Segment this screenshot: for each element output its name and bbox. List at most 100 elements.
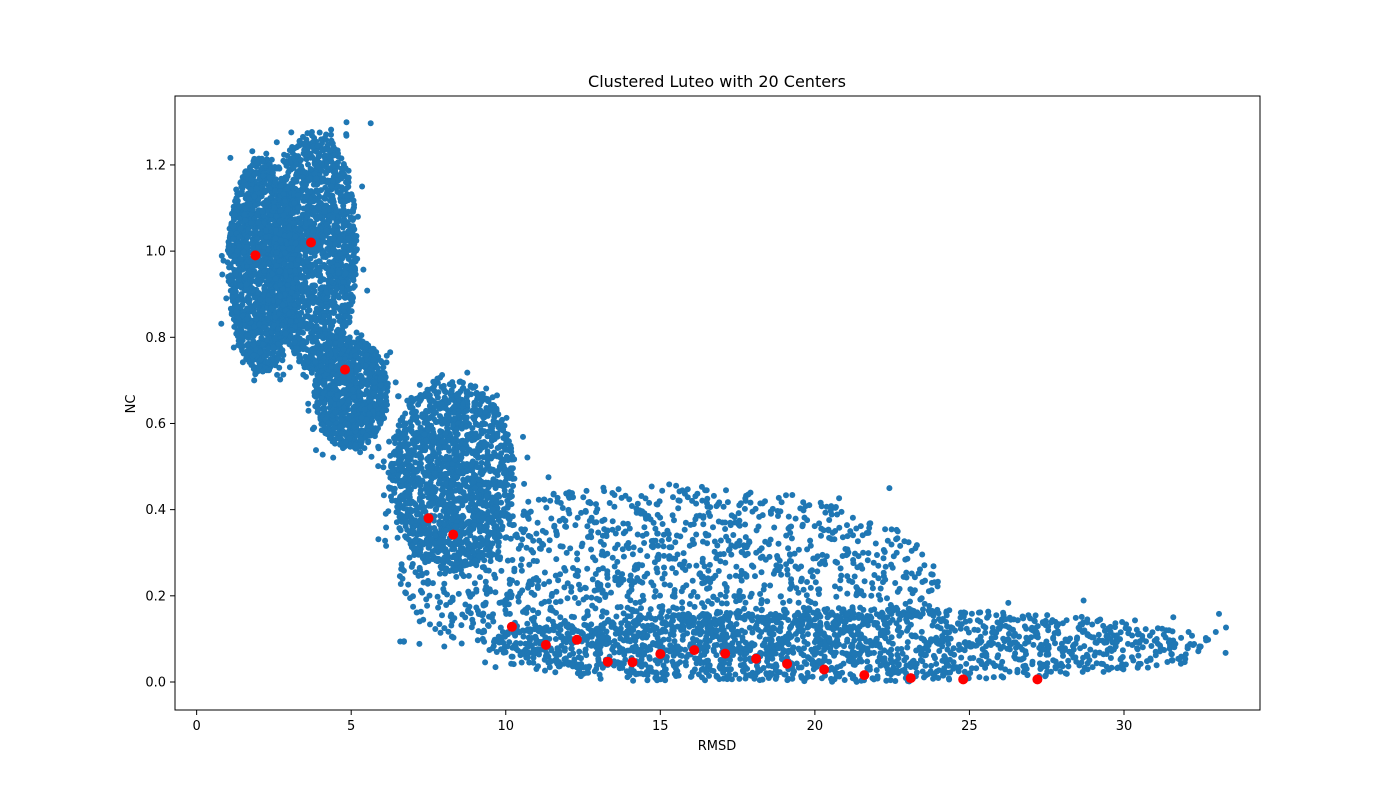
cluster-point <box>335 159 341 166</box>
cluster-point <box>250 352 257 359</box>
cluster-point <box>237 225 244 232</box>
cluster-point <box>442 430 449 437</box>
cluster-point <box>265 367 272 374</box>
cluster-point <box>308 335 315 342</box>
cluster-point <box>253 185 260 192</box>
cluster-point <box>337 341 344 348</box>
cluster-point <box>350 263 357 270</box>
cluster-point <box>375 425 381 432</box>
cluster-point <box>268 216 275 223</box>
cluster-point <box>275 326 282 332</box>
cluster-point <box>260 172 267 179</box>
cluster-point <box>313 175 320 182</box>
cluster-point <box>350 358 357 365</box>
cluster-point <box>338 175 345 182</box>
cluster-point <box>419 413 426 420</box>
points-layer <box>218 119 1229 685</box>
cluster-point <box>329 178 336 185</box>
cluster-point <box>272 275 279 282</box>
cluster-point <box>345 421 351 427</box>
cluster-point <box>330 454 337 461</box>
cluster-point <box>238 256 244 262</box>
cluster-point <box>229 294 236 301</box>
cluster-point <box>273 227 279 234</box>
cluster-point <box>345 235 352 242</box>
cluster-point <box>340 379 347 386</box>
cluster-point <box>309 132 315 139</box>
cluster-point <box>268 165 275 172</box>
cluster-point <box>225 243 232 250</box>
cluster-point <box>353 379 360 386</box>
cluster-point <box>393 519 400 526</box>
cluster-point <box>271 361 278 368</box>
cluster-point <box>328 351 334 358</box>
cluster-point <box>300 329 306 336</box>
cluster-point <box>317 285 324 292</box>
cluster-point <box>340 279 347 285</box>
cluster-point <box>308 369 315 376</box>
cluster-point <box>491 410 497 417</box>
cluster-point <box>368 453 375 460</box>
cluster-point <box>257 278 264 285</box>
cluster-point <box>341 221 348 228</box>
cluster-point <box>328 267 335 274</box>
cluster-point <box>275 298 282 305</box>
cluster-point <box>287 268 294 275</box>
cluster-point <box>250 333 257 339</box>
cluster-point <box>326 165 333 172</box>
cluster-point <box>377 375 384 382</box>
cluster-point <box>359 358 365 365</box>
cluster-point <box>330 235 337 242</box>
cluster-point <box>259 308 266 314</box>
cluster-point <box>279 322 286 329</box>
cluster-point <box>339 398 346 405</box>
cluster-point <box>303 193 310 200</box>
cluster-point <box>335 434 342 441</box>
cluster-point <box>234 320 241 327</box>
cluster-point <box>218 252 225 259</box>
cluster-point <box>245 268 252 275</box>
cluster-point <box>265 345 272 352</box>
cluster-point <box>277 281 284 288</box>
cluster-point <box>348 308 355 315</box>
cluster-point <box>243 286 250 292</box>
cluster-point <box>368 347 375 354</box>
cluster-point <box>254 235 261 242</box>
cluster-point <box>252 228 259 235</box>
cluster-point <box>284 240 291 247</box>
cluster-point <box>303 205 310 212</box>
cluster-point <box>327 398 334 405</box>
cluster-point <box>284 281 291 288</box>
cluster-point <box>265 246 272 253</box>
cluster-point <box>313 309 320 316</box>
cluster-point <box>318 362 325 369</box>
cluster-point <box>316 258 323 265</box>
cluster-point <box>323 295 330 302</box>
cluster-point <box>348 296 355 303</box>
cluster-point <box>342 270 349 277</box>
cluster-point <box>358 414 365 421</box>
cluster-point <box>338 165 345 172</box>
cluster-point <box>295 257 302 263</box>
cluster-point <box>230 236 237 242</box>
cluster-point <box>286 224 292 231</box>
cluster-point <box>314 272 321 279</box>
cluster-point <box>270 344 277 351</box>
cluster-point <box>269 169 276 176</box>
cluster-point <box>340 404 347 411</box>
cluster-point <box>233 308 240 315</box>
cluster-point <box>271 204 278 211</box>
cluster-point <box>286 232 293 239</box>
cluster-point <box>263 331 270 338</box>
cluster-point <box>319 146 326 153</box>
cluster-point <box>266 350 272 357</box>
cluster-point <box>350 252 357 259</box>
cluster-point <box>321 313 328 320</box>
cluster-point <box>334 392 341 399</box>
cluster-point <box>282 330 289 337</box>
cluster-point <box>272 235 279 242</box>
cluster-point <box>258 334 265 341</box>
cluster-point <box>376 393 383 400</box>
cluster-point <box>380 370 387 376</box>
cluster-point <box>358 332 365 339</box>
